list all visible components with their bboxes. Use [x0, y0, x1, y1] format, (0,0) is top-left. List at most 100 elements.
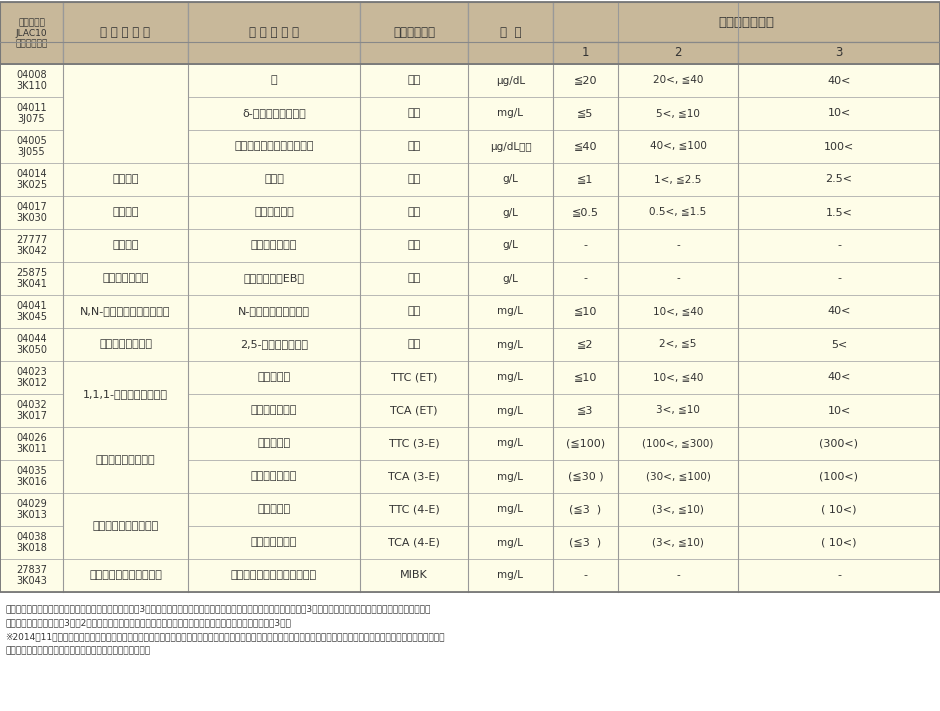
Text: ≦5: ≦5: [577, 109, 594, 119]
Bar: [553, 394, 618, 427]
Text: 総三塩化物: 総三塩化物: [258, 505, 290, 515]
Text: 04023
3K012: 04023 3K012: [16, 367, 47, 388]
Text: (100<, ≦300): (100<, ≦300): [642, 439, 713, 449]
Text: 赤血球プロトポルフィリン: 赤血球プロトポルフィリン: [234, 141, 314, 151]
Text: 40<: 40<: [827, 373, 851, 383]
Bar: [468, 262, 553, 295]
Bar: [360, 526, 468, 559]
Bar: [0, 262, 63, 295]
Text: 27837
3K043: 27837 3K043: [16, 565, 47, 587]
Bar: [188, 361, 360, 394]
Text: 1.5<: 1.5<: [825, 208, 853, 218]
Bar: [618, 262, 738, 295]
Text: メチルイソブチルケトン: メチルイソブチルケトン: [89, 570, 162, 580]
Bar: [468, 427, 553, 460]
Text: 同左: 同左: [407, 109, 420, 119]
Bar: [553, 163, 618, 196]
Bar: [553, 2, 940, 42]
Text: TCA (ET): TCA (ET): [390, 405, 438, 415]
Bar: [63, 427, 188, 493]
Text: (≦100): (≦100): [566, 439, 605, 449]
Text: テトラクロルエチレン: テトラクロルエチレン: [92, 521, 159, 531]
Bar: [360, 229, 468, 262]
Bar: [738, 229, 940, 262]
Bar: [188, 493, 360, 526]
Bar: [0, 196, 63, 229]
Bar: [738, 328, 940, 361]
Bar: [0, 394, 63, 427]
Bar: [553, 460, 618, 493]
Text: δ-アミノレブリン酸: δ-アミノレブリン酸: [243, 109, 306, 119]
Bar: [468, 196, 553, 229]
Text: (3<, ≦10): (3<, ≦10): [652, 538, 704, 547]
Bar: [618, 42, 738, 64]
Text: 総三塩化物: 総三塩化物: [258, 439, 290, 449]
Text: 10<, ≦40: 10<, ≦40: [652, 306, 703, 316]
Bar: [553, 229, 618, 262]
Text: g/L: g/L: [503, 174, 519, 184]
Bar: [468, 460, 553, 493]
Bar: [188, 295, 360, 328]
Bar: [618, 97, 738, 130]
Bar: [738, 295, 940, 328]
Text: 出典：鉛健康診断結果報告書（鉛中毒予防規則，様式第3号），有機溶剤等健康診断個人票（有機溶剤中毒予防規則，様式第3号），有機溶剤等健康診断結果報告書（有機溶剤: 出典：鉛健康診断結果報告書（鉛中毒予防規則，様式第3号），有機溶剤等健康診断個人…: [5, 604, 431, 613]
Text: 同左: 同左: [407, 240, 420, 250]
Text: ≦1: ≦1: [577, 174, 594, 184]
Text: -: -: [584, 240, 588, 250]
Bar: [188, 2, 360, 64]
Text: 10<: 10<: [827, 405, 851, 415]
Bar: [468, 394, 553, 427]
Bar: [468, 328, 553, 361]
Bar: [188, 559, 360, 592]
Text: TCA (3-E): TCA (3-E): [388, 471, 440, 481]
Text: mg/L: mg/L: [497, 109, 524, 119]
Bar: [468, 64, 553, 97]
Bar: [618, 460, 738, 493]
Bar: [618, 526, 738, 559]
Bar: [0, 295, 63, 328]
Bar: [553, 262, 618, 295]
Text: (300<): (300<): [820, 439, 858, 449]
Bar: [360, 64, 468, 97]
Bar: [0, 2, 63, 64]
Bar: [618, 229, 738, 262]
Bar: [553, 64, 618, 97]
Text: (≦3  ): (≦3 ): [570, 538, 602, 547]
Text: g/L: g/L: [503, 274, 519, 284]
Text: N,N-ジメチルホルムアミド: N,N-ジメチルホルムアミド: [80, 306, 171, 316]
Text: 分　　　　　布: 分 布: [718, 16, 775, 28]
Text: 同左: 同左: [407, 274, 420, 284]
Text: 27777
3K042: 27777 3K042: [16, 235, 47, 256]
Bar: [63, 328, 188, 361]
Bar: [63, 196, 188, 229]
Bar: [738, 559, 940, 592]
Bar: [0, 130, 63, 163]
Bar: [618, 295, 738, 328]
Text: 中毒予防規則，様式第3号の2），特定化学物質健康診断結果報告書（特定化学物質等障害予防規則，様式第3号）: 中毒予防規則，様式第3号の2），特定化学物質健康診断結果報告書（特定化学物質等障…: [5, 618, 290, 627]
Text: メチル馬尿酸: メチル馬尿酸: [254, 208, 294, 218]
Bar: [63, 295, 188, 328]
Bar: [188, 196, 360, 229]
Text: 2: 2: [674, 46, 682, 60]
Bar: [63, 493, 188, 559]
Bar: [63, 361, 188, 427]
Bar: [63, 163, 188, 196]
Bar: [738, 526, 940, 559]
Text: ノルマルヘキサン: ノルマルヘキサン: [99, 339, 152, 350]
Text: -: -: [837, 274, 841, 284]
Text: 40<, ≦100: 40<, ≦100: [650, 141, 707, 151]
Bar: [360, 328, 468, 361]
Bar: [618, 394, 738, 427]
Text: 1,1,1-トリクロルエタン: 1,1,1-トリクロルエタン: [83, 389, 168, 399]
Text: (30<, ≦100): (30<, ≦100): [646, 471, 711, 481]
Text: トリクロル酢酸: トリクロル酢酸: [251, 405, 297, 415]
Text: 04008
3K110: 04008 3K110: [16, 70, 47, 91]
Text: ( 10<): ( 10<): [822, 538, 856, 547]
Bar: [553, 97, 618, 130]
Bar: [63, 262, 188, 295]
Text: 04017
3K030: 04017 3K030: [16, 202, 47, 223]
Bar: [738, 361, 940, 394]
Bar: [553, 42, 618, 64]
Text: TTC (4-E): TTC (4-E): [388, 505, 439, 515]
Text: 同左: 同左: [407, 174, 420, 184]
